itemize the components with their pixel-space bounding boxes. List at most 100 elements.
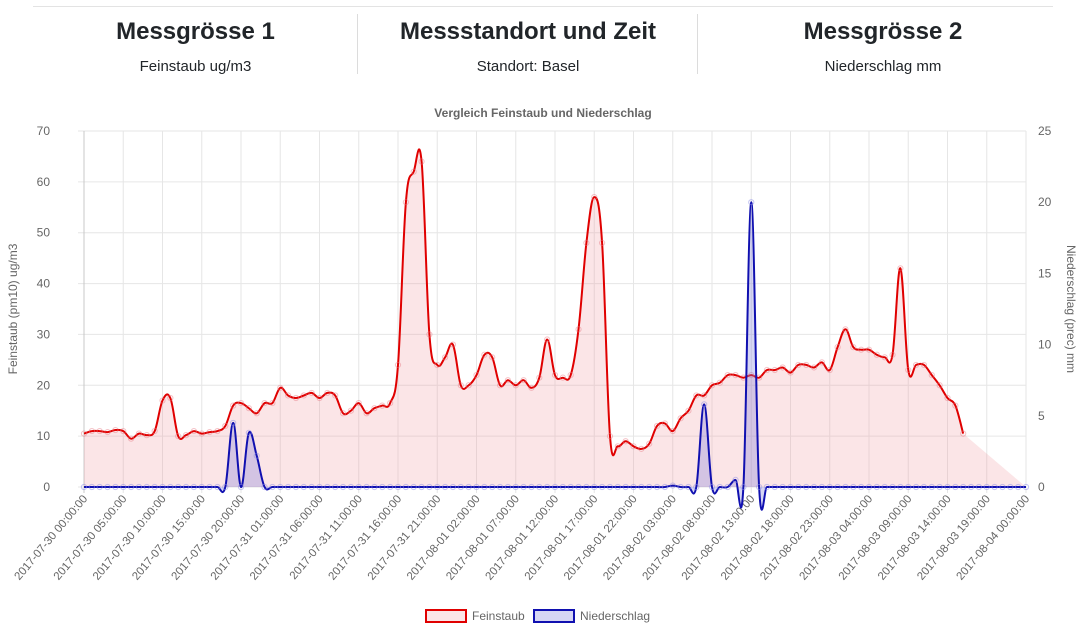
feinstaub-point bbox=[300, 392, 307, 399]
feinstaub-point bbox=[858, 346, 865, 353]
niederschlag-point bbox=[308, 483, 315, 491]
feinstaub-point bbox=[214, 427, 221, 435]
niederschlag-point bbox=[442, 483, 449, 491]
niederschlag-point bbox=[708, 483, 716, 491]
feinstaub-point bbox=[567, 372, 574, 379]
feinstaub-point bbox=[677, 415, 684, 422]
x-tick-label: 2017-08-02 03:00:00 bbox=[601, 493, 679, 583]
feinstaub-point bbox=[371, 405, 378, 412]
niederschlag-point bbox=[724, 483, 731, 491]
niederschlag-point bbox=[952, 483, 959, 491]
niederschlag-point bbox=[795, 483, 802, 491]
feinstaub-point bbox=[473, 372, 480, 379]
niederschlag-point bbox=[842, 483, 849, 491]
feinstaub-point bbox=[599, 239, 606, 246]
location-subtitle: Standort: Basel bbox=[476, 58, 580, 75]
feinstaub-point bbox=[897, 265, 904, 272]
niederschlag-point bbox=[1022, 483, 1030, 491]
niederschlag-point bbox=[834, 483, 841, 491]
feinstaub-area bbox=[84, 149, 1026, 487]
feinstaub-point bbox=[536, 374, 543, 381]
right-tick-label: 5 bbox=[1038, 409, 1045, 423]
feinstaub-point bbox=[810, 364, 818, 371]
feinstaub-point bbox=[842, 326, 849, 333]
feinstaub-point bbox=[653, 422, 661, 430]
niederschlag-point bbox=[473, 483, 480, 491]
feinstaub-point bbox=[363, 410, 370, 417]
feinstaub-point bbox=[277, 384, 284, 391]
top-rule bbox=[33, 6, 1053, 7]
niederschlag-point bbox=[858, 483, 865, 491]
feinstaub-point bbox=[80, 430, 88, 437]
feinstaub-point bbox=[292, 394, 300, 402]
left-tick-label: 30 bbox=[37, 327, 51, 341]
x-tick-label: 2017-07-31 01:00:00 bbox=[209, 493, 287, 583]
niederschlag-point bbox=[669, 482, 676, 489]
feinstaub-point bbox=[881, 354, 888, 361]
niederschlag-point bbox=[975, 483, 983, 491]
niederschlag-point bbox=[245, 429, 252, 436]
chart-grid bbox=[78, 130, 1027, 493]
niederschlag-point bbox=[606, 483, 614, 491]
left-tick-label: 0 bbox=[43, 480, 50, 494]
feinstaub-point bbox=[551, 372, 559, 379]
feinstaub-point bbox=[355, 399, 362, 407]
niederschlag-point bbox=[583, 483, 590, 491]
left-tick-label: 50 bbox=[37, 226, 51, 240]
x-tick-label: 2017-08-02 23:00:00 bbox=[758, 493, 836, 583]
feinstaub-point bbox=[120, 427, 127, 435]
niederschlag-legend-label: Niederschlag bbox=[580, 609, 650, 623]
feinstaub-point bbox=[826, 366, 833, 374]
niederschlag-point bbox=[591, 483, 598, 491]
feinstaub-point bbox=[630, 443, 637, 450]
niederschlag-point bbox=[701, 401, 708, 408]
feinstaub-point bbox=[104, 428, 111, 436]
niederschlag-point bbox=[332, 483, 339, 491]
niederschlag-point bbox=[371, 483, 378, 491]
feinstaub-point bbox=[528, 384, 535, 391]
niederschlag-point bbox=[944, 483, 951, 491]
niederschlag-point bbox=[763, 483, 771, 491]
feinstaub-point bbox=[693, 392, 700, 399]
niederschlag-point bbox=[96, 483, 103, 491]
x-tick-label: 2017-07-31 06:00:00 bbox=[248, 493, 326, 583]
niederschlag-point bbox=[520, 483, 527, 491]
niederschlag-point bbox=[285, 483, 292, 491]
feinstaub-point bbox=[646, 440, 653, 447]
feinstaub-point bbox=[905, 366, 912, 374]
feinstaub-point bbox=[716, 379, 723, 386]
niederschlag-point bbox=[277, 483, 284, 491]
x-tick-label: 2017-08-02 18:00:00 bbox=[719, 493, 797, 583]
niederschlag-point bbox=[347, 483, 354, 491]
niederschlag-point bbox=[237, 483, 245, 491]
feinstaub-point bbox=[96, 427, 103, 435]
feinstaub-point bbox=[818, 359, 826, 366]
x-tick-label: 2017-08-03 14:00:00 bbox=[876, 493, 954, 583]
feinstaub-point bbox=[143, 432, 150, 439]
niederschlag-point bbox=[489, 483, 496, 491]
niederschlag-point bbox=[324, 483, 331, 491]
niederschlag-point bbox=[88, 483, 95, 491]
niederschlag-point bbox=[190, 483, 197, 491]
feinstaub-point bbox=[135, 430, 143, 437]
feinstaub-point bbox=[332, 392, 339, 399]
feinstaub-point bbox=[449, 341, 457, 348]
niederschlag-point bbox=[905, 483, 912, 491]
feinstaub-point bbox=[834, 344, 841, 351]
niederschlag-point bbox=[748, 199, 755, 206]
feinstaub-point bbox=[237, 399, 245, 407]
niederschlag-point bbox=[434, 483, 441, 491]
measure-2-subtitle: Niederschlag mm bbox=[824, 58, 942, 75]
x-tick-label: 2017-08-03 19:00:00 bbox=[915, 493, 993, 583]
location-time-title: Messstandort und Zeit bbox=[399, 18, 657, 45]
feinstaub-point bbox=[198, 430, 205, 437]
niederschlag-point bbox=[269, 483, 276, 491]
x-tick-label: 2017-08-03 09:00:00 bbox=[837, 493, 915, 583]
niederschlag-point bbox=[661, 483, 669, 491]
x-tick-label: 2017-08-01 07:00:00 bbox=[444, 493, 522, 583]
feinstaub-point bbox=[575, 326, 582, 333]
feinstaub-point bbox=[190, 427, 197, 435]
niederschlag-point bbox=[410, 483, 417, 491]
feinstaub-point bbox=[803, 361, 810, 369]
x-tick-label: 2017-08-04 00:00:00 bbox=[954, 493, 1032, 583]
